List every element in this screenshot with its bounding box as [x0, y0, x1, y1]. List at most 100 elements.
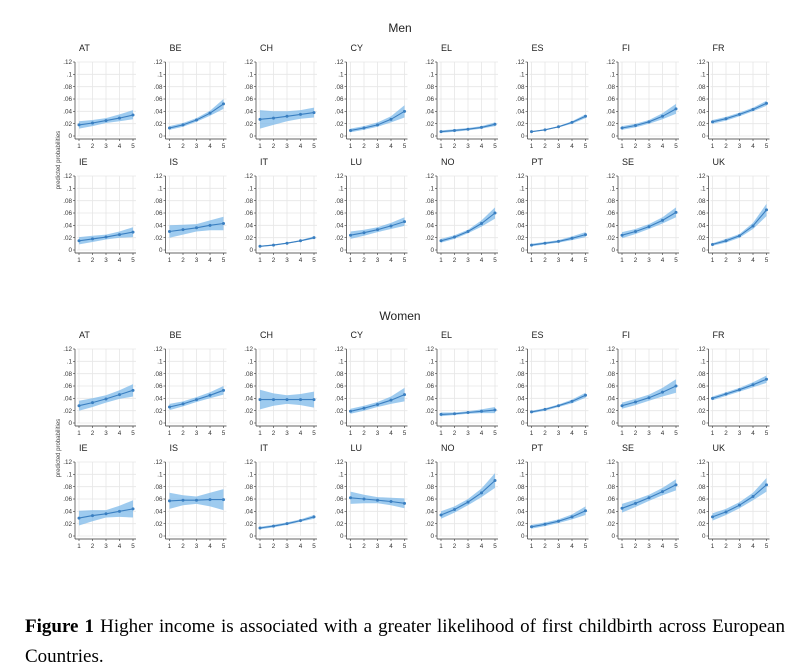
y-tick-label: .1 — [248, 472, 254, 479]
x-tick-label: 4 — [751, 543, 755, 550]
y-tick-label: 0 — [611, 133, 615, 140]
subplot-pt: PT 0 .02 .04 .06 .08 .1 .12 1 2 3 4 5 — [516, 157, 589, 264]
x-tick-label: 4 — [661, 543, 665, 550]
x-tick-label: 4 — [751, 430, 755, 437]
subplot-title: IE — [79, 157, 88, 167]
data-point — [738, 503, 741, 507]
x-tick-label: 1 — [530, 430, 534, 437]
subplot-title: NO — [441, 157, 455, 167]
y-tick-label: .02 — [244, 121, 253, 128]
data-point — [647, 120, 651, 124]
x-tick-label: 3 — [195, 430, 199, 437]
x-tick-label: 2 — [181, 543, 185, 550]
data-point — [480, 491, 483, 495]
data-point — [724, 510, 728, 514]
data-point — [403, 393, 406, 397]
data-point — [349, 496, 352, 500]
x-tick-label: 2 — [272, 543, 276, 550]
x-tick-label: 4 — [389, 543, 393, 550]
data-point — [77, 516, 81, 520]
x-tick-label: 4 — [661, 430, 665, 437]
subplot-pt: PT 0 .02 .04 .06 .08 .1 .12 1 2 3 4 5 — [516, 443, 589, 550]
x-tick-label: 4 — [118, 543, 122, 550]
y-tick-label: .12 — [63, 59, 72, 66]
subplot-title: CH — [260, 43, 273, 53]
x-tick-label: 1 — [168, 257, 172, 264]
data-point — [493, 408, 497, 412]
subplot-title: CH — [260, 330, 273, 340]
y-tick-label: .1 — [338, 472, 344, 479]
x-tick-label: 2 — [724, 143, 728, 150]
subplot-title: ES — [532, 330, 544, 340]
x-tick-label: 1 — [711, 430, 715, 437]
y-tick-label: .12 — [244, 173, 253, 180]
y-tick-label: .06 — [244, 96, 253, 103]
data-point — [258, 244, 262, 248]
data-point — [530, 130, 533, 134]
subplot-el: EL 0 .02 .04 .06 .08 .1 .12 1 2 3 4 5 — [425, 330, 498, 437]
subplot-title: UK — [713, 443, 726, 453]
data-point — [181, 498, 185, 502]
subplot-be: BE 0 .02 .04 .06 .08 .1 .12 1 2 3 4 5 — [154, 330, 227, 437]
x-tick-label: 5 — [222, 257, 226, 264]
y-tick-label: 0 — [340, 247, 344, 254]
x-tick-label: 2 — [362, 543, 366, 550]
y-tick-label: .06 — [425, 496, 434, 503]
subplot-title: BE — [170, 330, 182, 340]
data-point — [181, 228, 185, 232]
data-point — [661, 390, 664, 394]
y-tick-label: .08 — [697, 484, 706, 491]
y-tick-label: .12 — [606, 173, 615, 180]
subplot-title: PT — [532, 157, 544, 167]
y-tick-label: .02 — [335, 235, 344, 242]
x-tick-label: 3 — [195, 143, 199, 150]
data-point — [272, 243, 275, 247]
data-point — [362, 126, 366, 130]
data-point — [674, 483, 678, 487]
subplot-es: ES 0 .02 .04 .06 .08 .1 .12 1 2 3 4 5 — [516, 43, 589, 150]
y-tick-label: .12 — [335, 459, 344, 466]
x-tick-label: 5 — [403, 430, 407, 437]
x-tick-label: 4 — [480, 430, 484, 437]
data-point — [634, 400, 637, 404]
y-tick-label: .12 — [697, 59, 706, 66]
data-point — [674, 107, 678, 111]
y-tick-label: .04 — [606, 509, 615, 516]
y-tick-label: .02 — [606, 121, 615, 128]
data-point — [570, 515, 574, 519]
x-tick-label: 4 — [389, 430, 393, 437]
data-point — [376, 498, 379, 502]
x-tick-label: 1 — [349, 143, 353, 150]
y-tick-label: .04 — [425, 509, 434, 516]
y-tick-label: .06 — [425, 210, 434, 217]
y-tick-label: .12 — [154, 459, 163, 466]
y-tick-label: .1 — [610, 72, 616, 79]
y-tick-label: .12 — [244, 59, 253, 66]
y-tick-label: .1 — [700, 472, 706, 479]
y-tick-label: .08 — [244, 484, 253, 491]
data-point — [349, 128, 352, 132]
y-tick-label: .04 — [606, 109, 615, 116]
data-point — [389, 499, 393, 503]
x-tick-label: 2 — [91, 430, 95, 437]
y-tick-label: .08 — [63, 484, 72, 491]
x-tick-label: 4 — [389, 257, 393, 264]
subplot-se: SE 0 .02 .04 .06 .08 .1 .12 1 2 3 4 5 — [606, 443, 679, 550]
subplot-is: IS 0 .02 .04 .06 .08 .1 .12 1 2 3 4 5 — [154, 443, 227, 550]
data-point — [104, 235, 108, 239]
data-point — [620, 126, 624, 130]
y-tick-label: .06 — [335, 496, 344, 503]
y-tick-label: .02 — [425, 235, 434, 242]
subplot-title: IT — [260, 443, 269, 453]
subplot-title: NO — [441, 443, 455, 453]
y-tick-label: .08 — [606, 84, 615, 91]
y-tick-label: .08 — [335, 84, 344, 91]
y-tick-label: .04 — [697, 509, 706, 516]
x-tick-label: 2 — [181, 143, 185, 150]
y-tick-label: .08 — [244, 84, 253, 91]
x-tick-label: 1 — [258, 430, 262, 437]
subplot-title: IT — [260, 157, 269, 167]
data-point — [466, 411, 470, 415]
subplot-fr: FR 0 .02 .04 .06 .08 .1 .12 1 2 3 4 5 — [697, 330, 770, 437]
x-tick-label: 1 — [77, 143, 81, 150]
